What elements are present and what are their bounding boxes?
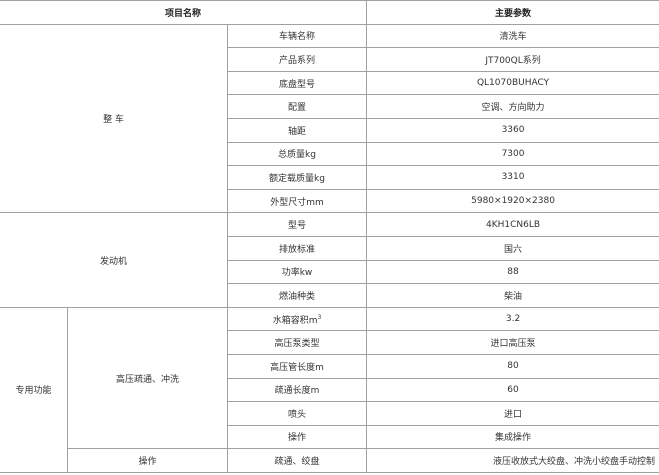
row-label-text: 水箱容积m xyxy=(272,315,318,326)
table-row: 专用功能 高压疏通、冲洗 水箱容积m3 3.2 xyxy=(0,306,659,473)
row-label: 总质量kg xyxy=(226,141,368,167)
group-operation: 操作 xyxy=(67,448,228,473)
row-value: 88 xyxy=(366,259,659,285)
table-row: 发动机 型号 4KH1CN6LB xyxy=(0,212,659,308)
table-row: 配置 空调、方向助力 xyxy=(0,94,659,119)
table-row: 总质量kg 7300 xyxy=(0,141,659,167)
table-row: 排放标准 国六 xyxy=(0,235,659,261)
table-row: 高压管长度m 80 xyxy=(0,353,659,379)
row-label: 配置 xyxy=(226,94,368,119)
group-dredge: 高压疏通、冲洗 xyxy=(67,306,228,450)
row-value: QL1070BUHACY xyxy=(366,70,659,96)
row-value: 清洗车 xyxy=(366,23,659,49)
header-item-name: 项目名称 xyxy=(0,0,368,25)
row-value: 空调、方向助力 xyxy=(366,94,659,119)
row-label: 燃油种类 xyxy=(226,283,368,308)
row-value: 3.2 xyxy=(366,306,659,332)
table-row: 功率kw 88 xyxy=(0,259,659,285)
row-value: 3310 xyxy=(366,165,659,190)
row-value: 60 xyxy=(366,377,659,403)
row-label: 排放标准 xyxy=(226,235,368,261)
row-value: 4KH1CN6LB xyxy=(366,212,659,237)
row-label: 功率kw xyxy=(226,259,368,285)
group-vehicle: 整 车 xyxy=(0,23,228,214)
table-row: 操作 疏通、绞盘 液压收放式大绞盘、冲洗小绞盘手动控制 xyxy=(0,448,659,473)
table-header-row: 项目名称 主要参数 xyxy=(0,0,659,25)
row-value: 80 xyxy=(366,353,659,379)
row-label: 喷头 xyxy=(226,401,368,426)
table-row: 燃油种类 柴油 xyxy=(0,283,659,308)
table-row: 喷头 进口 xyxy=(0,401,659,426)
row-value: 5980×1920×2380 xyxy=(366,188,659,214)
row-value: 液压收放式大绞盘、冲洗小绞盘手动控制 xyxy=(366,448,659,473)
row-label: 操作 xyxy=(226,424,368,450)
row-label: 额定载质量kg xyxy=(226,165,368,190)
table-row: 疏通长度m 60 xyxy=(0,377,659,403)
row-value: 柴油 xyxy=(366,283,659,308)
row-value: 进口高压泵 xyxy=(366,330,659,355)
row-label: 产品系列 xyxy=(226,47,368,72)
row-value: 集成操作 xyxy=(366,424,659,450)
row-value: 7300 xyxy=(366,141,659,167)
row-label: 疏通长度m xyxy=(226,377,368,403)
row-label: 型号 xyxy=(226,212,368,237)
group-special: 专用功能 xyxy=(0,306,68,473)
header-main-params: 主要参数 xyxy=(366,0,659,25)
row-value: 3360 xyxy=(366,117,659,143)
row-label: 底盘型号 xyxy=(226,70,368,96)
row-label: 外型尺寸mm xyxy=(226,188,368,214)
row-label: 轴距 xyxy=(226,117,368,143)
row-label: 车辆名称 xyxy=(226,23,368,49)
table-row: 产品系列 JT700QL系列 xyxy=(0,47,659,72)
row-value: JT700QL系列 xyxy=(366,47,659,72)
table-row: 高压泵类型 进口高压泵 xyxy=(0,330,659,355)
row-label: 高压泵类型 xyxy=(226,330,368,355)
table-row: 底盘型号 QL1070BUHACY xyxy=(0,70,659,96)
table-row: 外型尺寸mm 5980×1920×2380 xyxy=(0,188,659,214)
superscript: 3 xyxy=(317,313,322,321)
row-label: 疏通、绞盘 xyxy=(226,448,368,473)
row-value: 进口 xyxy=(366,401,659,426)
row-label: 水箱容积m3 xyxy=(226,306,368,332)
table-row: 操作 集成操作 xyxy=(0,424,659,450)
group-engine: 发动机 xyxy=(0,212,228,308)
row-label: 高压管长度m xyxy=(226,353,368,379)
row-value: 国六 xyxy=(366,235,659,261)
table-row: 整 车 车辆名称 清洗车 xyxy=(0,23,659,214)
